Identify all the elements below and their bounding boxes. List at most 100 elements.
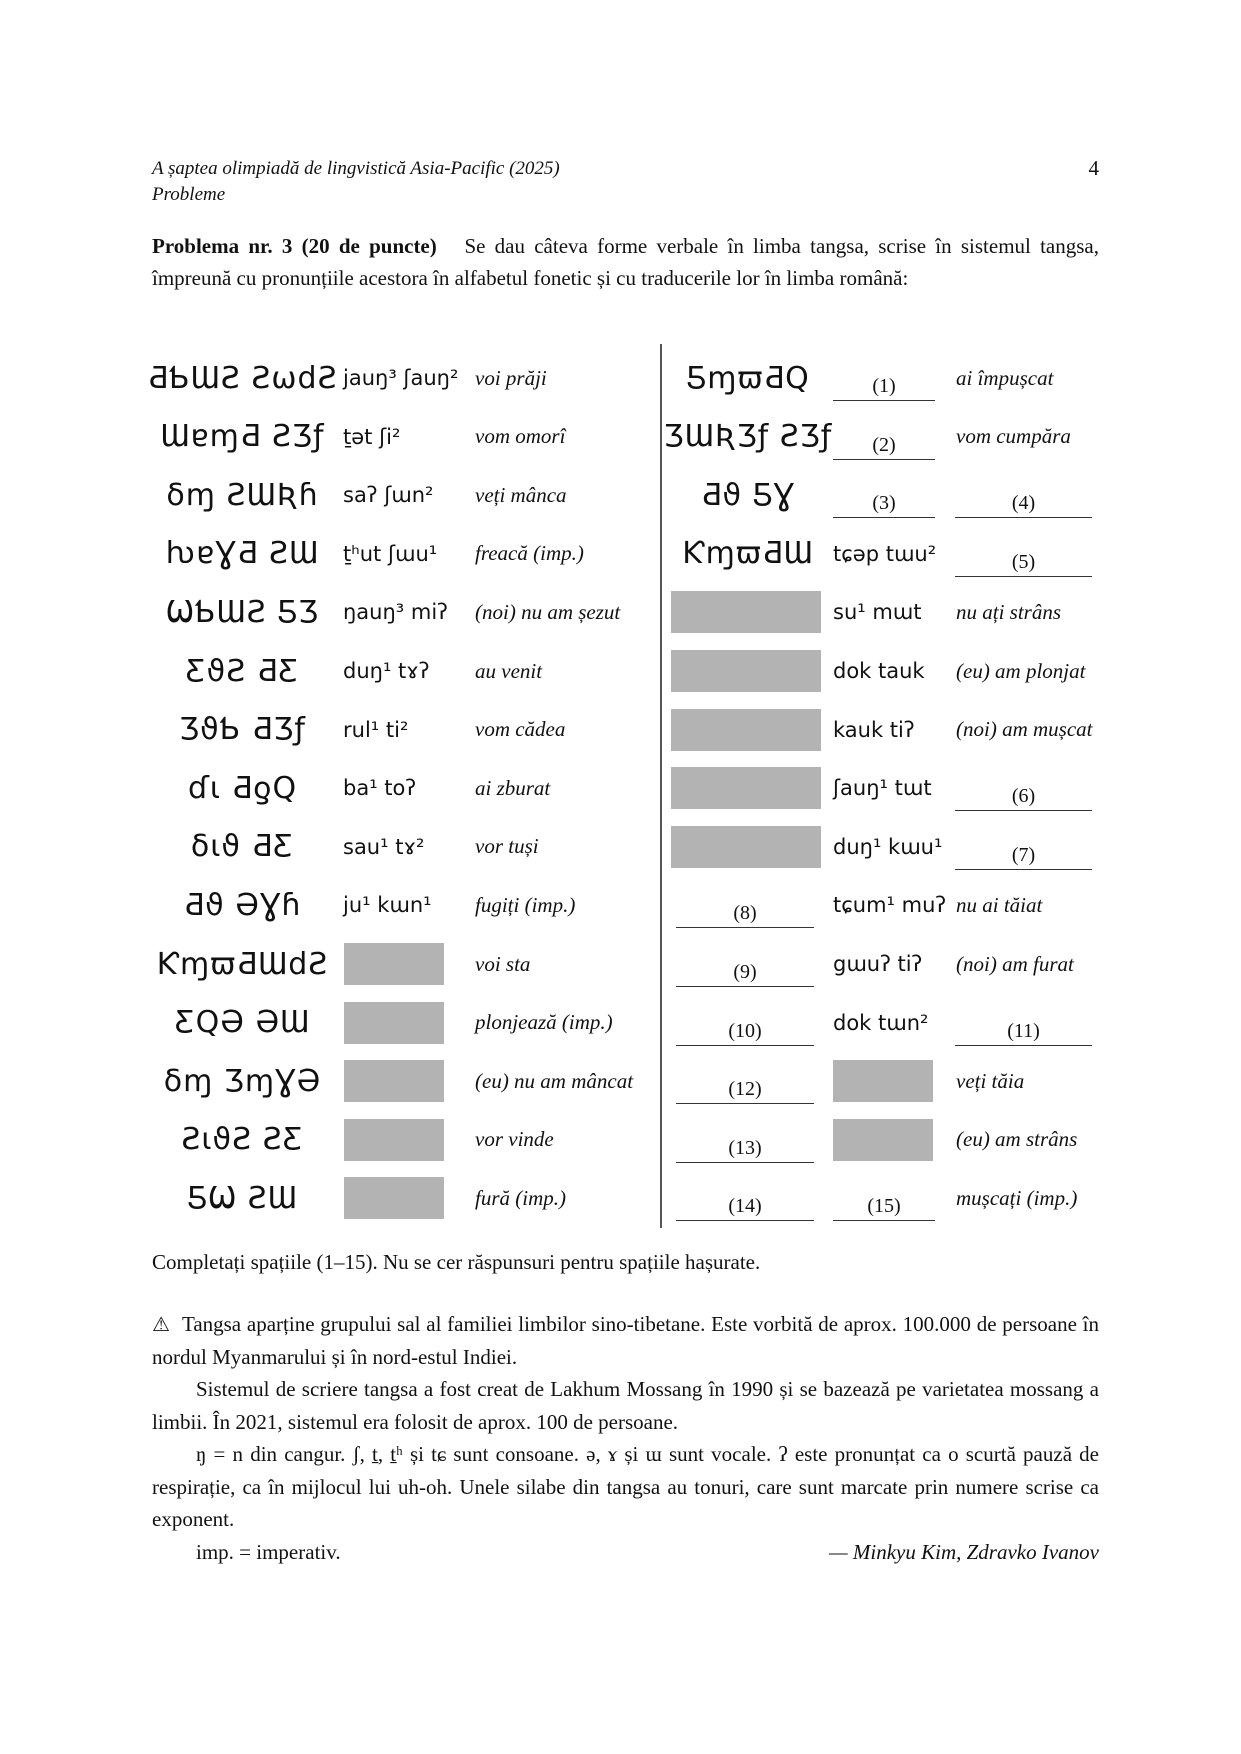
- pronunciation: dok tauk: [833, 659, 925, 683]
- shaded-cell: [344, 1060, 444, 1103]
- pronunciation: tɕəp tɯu²: [833, 541, 937, 566]
- answer-blank[interactable]: (13): [676, 1117, 814, 1163]
- shaded-cell: [671, 825, 821, 868]
- shaded-cell: [833, 1118, 933, 1161]
- note-1: Tangsa aparține grupului sal al familiei…: [152, 1312, 1099, 1369]
- tangsa-script: ƷƜƦƷƒ ƧƷƒ: [663, 419, 833, 455]
- table-row: (9) gɯuʔ tiʔ (noi) am furat: [0, 941, 1241, 987]
- tangsa-script: ƸϑƧ ƋƸ: [185, 653, 300, 689]
- answer-blank[interactable]: (5): [955, 531, 1092, 577]
- table-row: (10) dok tɯn² (11): [0, 1000, 1241, 1046]
- column-divider: [660, 344, 662, 1228]
- tangsa-script: Ƌϑ ƼƔ: [700, 477, 796, 513]
- translation: ai împușcat: [956, 365, 1054, 390]
- table-row: kauk tiʔ (noi) am mușcat: [0, 707, 1241, 753]
- tangsa-script: ƷϑƄ ƋƷƒ: [179, 712, 306, 748]
- answer-blank[interactable]: (12): [676, 1058, 814, 1105]
- shaded-cell: [833, 1060, 933, 1103]
- instruction: Completați spațiile (1–15). Nu se cer ră…: [152, 1250, 761, 1274]
- translation: veți tăia: [956, 1068, 1025, 1093]
- table-row: Ƌϑ ƏƔɦ ju¹ kɯn¹ fugiți (imp.): [0, 882, 660, 928]
- tangsa-script: ɗɩ ƋƍQ: [187, 770, 298, 806]
- pronunciation: duŋ¹ tɤʔ: [343, 659, 430, 683]
- table-row: ƋƄƜƧ ƧѡdƧ jauŋ³ ʃauŋ² voi prăji: [0, 355, 660, 401]
- pronunciation: dok tɯn²: [833, 1010, 929, 1035]
- shaded-cell: [344, 1118, 444, 1161]
- translation: nu ați strâns: [956, 599, 1062, 624]
- shaded-cell: [671, 591, 821, 634]
- table-row: ƧɩϑƧ ƧƸ vor vinde: [0, 1117, 660, 1163]
- translation: vom cumpăra: [956, 424, 1071, 449]
- translation: plonjează (imp.): [475, 1010, 613, 1035]
- header-title: A șaptea olimpiadă de lingvistică Asia-P…: [152, 158, 560, 179]
- answer-blank[interactable]: (11): [955, 1000, 1092, 1046]
- translation: fură (imp.): [475, 1185, 566, 1210]
- translation: vom omorî: [475, 424, 566, 449]
- answer-blank[interactable]: (4): [955, 472, 1092, 519]
- translation: freacă (imp.): [475, 541, 584, 566]
- table-row: ƜɐɱƋ ƧƷƒ ṯət ʃi² vom omorî: [0, 414, 660, 460]
- translation: (noi) nu am șezut: [475, 599, 621, 624]
- table-row: ƷƜƦƷƒ ƧƷƒ (2) vom cumpăra: [0, 414, 1241, 460]
- pronunciation: ʃauŋ¹ tɯt: [833, 776, 932, 801]
- table-row: ƼѠ ƧƜ fură (imp.): [0, 1175, 660, 1221]
- pronunciation: tɕum¹ muʔ: [833, 893, 947, 918]
- header-subtitle: Probleme: [152, 184, 226, 205]
- answer-blank[interactable]: (10): [676, 1000, 814, 1046]
- table-row: su¹ mɯt nu ați strâns: [0, 589, 1241, 635]
- translation: vom cădea: [475, 717, 566, 742]
- translation: (eu) am strâns: [956, 1127, 1078, 1152]
- pronunciation: duŋ¹ kɯu¹: [833, 834, 943, 859]
- translation: (eu) am plonjat: [956, 658, 1086, 683]
- table-row: δɩϑ ƋƸ sau¹ tɤ² vor tuși: [0, 824, 660, 870]
- table-row: ƼɱϖƋQ (1) ai împușcat: [0, 355, 1241, 401]
- translation: au venit: [475, 658, 543, 683]
- table-row: Ƌϑ ƼƔ (3) (4): [0, 472, 1241, 519]
- running-header: A șaptea olimpiadă de lingvistică Asia-P…: [152, 156, 560, 208]
- answer-blank[interactable]: (1): [833, 355, 935, 401]
- shaded-cell: [671, 650, 821, 692]
- pronunciation: su¹ mɯt: [833, 600, 922, 625]
- table-row: (12) veți tăia: [0, 1058, 1241, 1105]
- translation: nu ai tăiat: [956, 892, 1043, 917]
- answer-blank[interactable]: (14): [676, 1175, 814, 1222]
- translation: vor vinde: [475, 1127, 554, 1152]
- translation: (eu) nu am mâncat: [475, 1068, 634, 1093]
- answer-blank[interactable]: (7): [955, 824, 1092, 870]
- pronunciation: jauŋ³ ʃauŋ²: [343, 366, 459, 390]
- pronunciation: gɯuʔ tiʔ: [833, 952, 923, 976]
- answer-blank[interactable]: (8): [676, 882, 814, 929]
- table-row: ƸϑƧ ƋƸ duŋ¹ tɤʔ au venit: [0, 648, 660, 694]
- tangsa-script: ƘɱϖƋƜ: [682, 536, 814, 572]
- tangsa-script: ƘɱϖƋƜdƧ: [156, 946, 329, 982]
- translation: (noi) am furat: [956, 951, 1074, 976]
- table-row: ѠƄƜƧ ƼƷ ŋauŋ³ miʔ (noi) nu am șezut: [0, 589, 660, 635]
- answer-blank[interactable]: (6): [955, 765, 1092, 812]
- note-3: ŋ = n din cangur. ʃ, ṯ, ṯʰ și tɕ sunt co…: [152, 1442, 1099, 1531]
- shaded-cell: [671, 708, 821, 751]
- pronunciation: rul¹ ti²: [343, 717, 409, 742]
- table-row: ʃauŋ¹ tɯt (6): [0, 765, 1241, 812]
- answer-blank[interactable]: (15): [833, 1175, 935, 1222]
- table-row: ƸQƏ ƏƜ plonjează (imp.): [0, 1000, 660, 1046]
- translation: voi sta: [475, 951, 531, 976]
- tangsa-script: ƧɩϑƧ ƧƸ: [181, 1122, 304, 1158]
- pronunciation: ju¹ kɯn¹: [343, 893, 432, 918]
- tangsa-script: δɱ ƷɱƔƏ: [163, 1063, 322, 1099]
- pronunciation: sau¹ tɤ²: [343, 834, 425, 859]
- problem-label: Problema nr. 3 (20 de puncte): [152, 234, 437, 258]
- tangsa-script: δɩϑ ƋƸ: [190, 829, 295, 865]
- answer-blank[interactable]: (2): [833, 414, 935, 460]
- table-row: ƷϑƄ ƋƷƒ rul¹ ti² vom cădea: [0, 707, 660, 753]
- shaded-cell: [344, 1177, 444, 1220]
- table-row: duŋ¹ kɯu¹ (7): [0, 824, 1241, 870]
- answer-blank[interactable]: (3): [833, 472, 935, 519]
- tangsa-script: ƼѠ ƧƜ: [187, 1180, 298, 1216]
- translation: vor tuși: [475, 834, 539, 859]
- table-row: dok tauk (eu) am plonjat: [0, 648, 1241, 694]
- tangsa-script: Ƌϑ ƏƔɦ: [183, 887, 302, 923]
- warning-triangle-icon: ⚠: [152, 1312, 171, 1336]
- translation: fugiți (imp.): [475, 892, 576, 917]
- answer-blank[interactable]: (9): [676, 941, 814, 987]
